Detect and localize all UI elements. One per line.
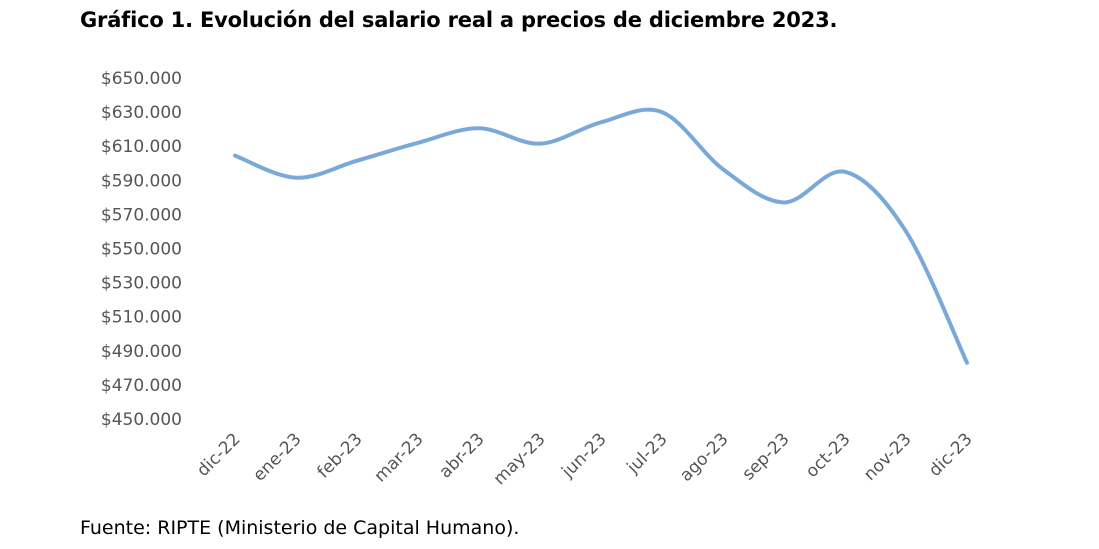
x-tick-label: may-23	[490, 429, 550, 489]
source-note: Fuente: RIPTE (Ministerio de Capital Hum…	[80, 517, 520, 539]
x-tick-label: abr-23	[436, 429, 489, 482]
x-axis: dic-22 ene-23 feb-23 mar-23 abr-23 may-23 jun-…	[193, 429, 976, 489]
x-tick-label: feb-23	[313, 429, 366, 482]
y-tick-label: $570.000	[101, 205, 182, 225]
x-tick-label: sep-23	[738, 429, 793, 484]
x-tick-label: mar-23	[371, 429, 428, 486]
y-tick-label: $530.000	[101, 274, 182, 294]
x-tick-label: ago-23	[676, 429, 732, 485]
y-tick-label: $650.000	[101, 69, 182, 89]
x-tick-label: jun-23	[557, 429, 610, 482]
y-tick-label: $470.000	[101, 376, 182, 396]
series-line	[233, 107, 969, 365]
series-group	[233, 107, 969, 365]
x-tick-label: ene-23	[249, 429, 305, 485]
y-tick-label: $590.000	[101, 171, 182, 191]
x-tick-label: dic-23	[925, 429, 976, 480]
y-tick-label: $490.000	[101, 342, 182, 362]
y-tick-label: $510.000	[101, 308, 182, 328]
y-axis: $450.000 $470.000 $490.000 $510.000 $530.000…	[101, 69, 182, 430]
y-tick-label: $550.000	[101, 240, 182, 260]
x-tick-label: jul-23	[623, 429, 672, 478]
chart-title: Gráfico 1. Evolución del salario real a …	[80, 8, 838, 32]
x-tick-label: oct-23	[802, 429, 854, 481]
y-tick-label: $630.000	[101, 103, 182, 123]
y-tick-label: $450.000	[101, 410, 182, 430]
x-tick-label: dic-22	[193, 429, 244, 480]
y-tick-label: $610.000	[101, 137, 182, 157]
x-tick-label: nov-23	[860, 429, 916, 485]
